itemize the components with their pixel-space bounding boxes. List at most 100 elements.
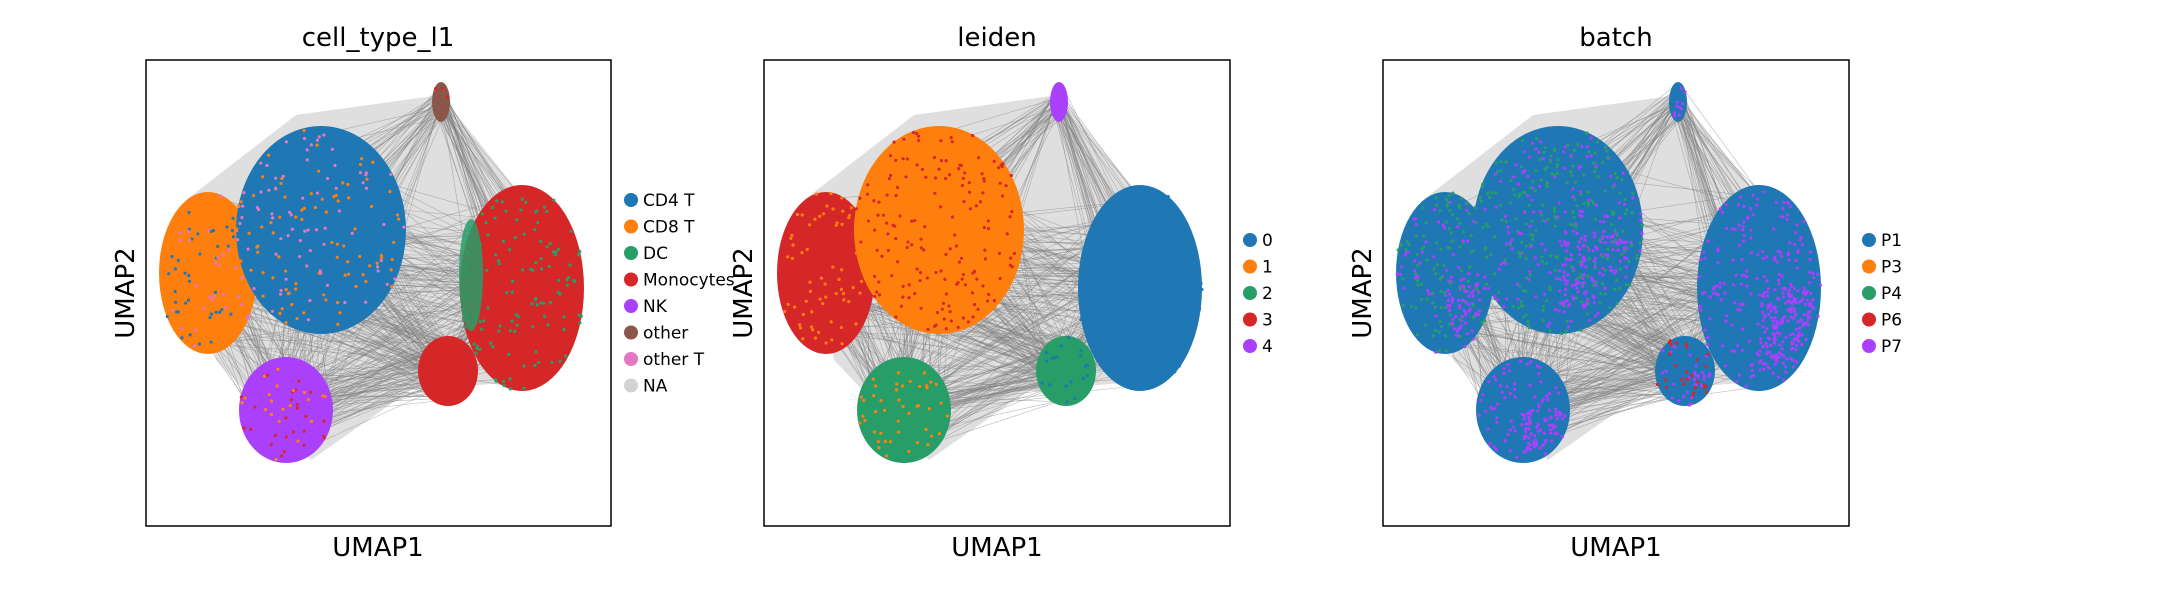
cell-point — [1519, 359, 1523, 363]
cell-point — [1500, 218, 1504, 222]
cell-point — [1786, 291, 1790, 295]
cell-point — [1435, 241, 1439, 245]
cell-point — [442, 360, 446, 364]
cell-point — [1723, 291, 1727, 295]
cell-point — [239, 200, 243, 204]
cell-point — [350, 231, 354, 235]
cell-point — [1424, 240, 1428, 244]
cell-point — [915, 267, 919, 271]
legend-label: P6 — [1881, 311, 1902, 331]
cell-point — [884, 454, 889, 458]
cell-point — [1790, 293, 1794, 297]
cell-point — [480, 212, 485, 216]
cell-point — [1741, 225, 1745, 229]
cell-point — [1532, 210, 1536, 214]
cell-point — [433, 373, 438, 378]
cell-point — [884, 221, 889, 225]
cell-point — [547, 264, 551, 269]
cell-point — [972, 302, 977, 307]
cell-point — [940, 307, 944, 311]
cell-point — [282, 450, 286, 454]
cell-point — [1639, 218, 1643, 222]
cell-point — [1561, 150, 1565, 154]
cell-point — [1667, 340, 1671, 345]
cell-point — [1591, 294, 1595, 298]
cell-point — [872, 199, 876, 203]
cell-point — [1593, 264, 1597, 268]
cell-point — [284, 416, 288, 420]
cell-point — [255, 205, 259, 210]
cell-point — [927, 407, 931, 411]
cell-point — [1448, 313, 1452, 317]
cell-point — [1558, 289, 1562, 293]
cell-point — [957, 260, 962, 264]
cell-point — [1413, 276, 1417, 280]
cell-point — [1545, 299, 1549, 303]
cell-point — [830, 338, 834, 342]
cell-point — [1539, 380, 1543, 384]
graph-edge — [822, 324, 1051, 380]
cell-point — [1485, 255, 1489, 259]
cell-point — [1547, 321, 1552, 325]
cell-point — [341, 181, 345, 185]
cell-point — [449, 352, 453, 356]
cell-point — [1745, 274, 1749, 279]
cell-point — [904, 175, 908, 179]
cell-point — [1776, 296, 1780, 301]
cell-point — [1099, 208, 1104, 212]
cell-point — [1447, 309, 1451, 313]
cell-point — [1589, 154, 1594, 158]
cell-point — [1527, 436, 1531, 440]
cell-point — [273, 433, 278, 438]
cell-point — [1494, 378, 1498, 382]
cell-point — [1520, 423, 1524, 427]
cell-point — [1737, 223, 1741, 227]
cell-point — [854, 207, 859, 211]
cell-point — [1066, 335, 1071, 339]
cell-point — [949, 319, 953, 323]
cell-point — [1459, 269, 1464, 273]
cell-point — [323, 394, 327, 398]
cell-point — [1439, 247, 1443, 251]
cell-point — [1601, 160, 1605, 165]
cell-point — [425, 361, 429, 365]
cell-point — [463, 325, 467, 329]
cell-point — [907, 411, 911, 416]
cell-point — [1538, 210, 1543, 214]
y-axis-label: UMAP2 — [111, 247, 141, 338]
cell-point — [536, 221, 540, 225]
cell-point — [1524, 429, 1528, 434]
cell-point — [1094, 341, 1098, 345]
cell-point — [1593, 235, 1597, 239]
cell-point — [209, 312, 214, 316]
cell-point — [879, 431, 883, 435]
cell-point — [1550, 172, 1554, 176]
cell-point — [1792, 299, 1796, 303]
cell-point — [306, 398, 311, 402]
cell-point — [1785, 217, 1789, 222]
cell-point — [1398, 272, 1403, 276]
cell-point — [402, 225, 406, 229]
cell-point — [1069, 380, 1073, 384]
cell-point — [1451, 252, 1456, 257]
cell-point — [1574, 225, 1578, 229]
cell-point — [915, 132, 919, 136]
cell-point — [300, 217, 304, 222]
cell-point — [1749, 292, 1753, 296]
cell-point — [1629, 240, 1633, 245]
cell-point — [1549, 431, 1553, 435]
cell-point — [894, 315, 898, 319]
cell-point — [1405, 240, 1409, 244]
cell-point — [267, 188, 271, 192]
cell-point — [440, 86, 444, 90]
cell-point — [322, 133, 326, 137]
cell-point — [284, 321, 288, 325]
cell-point — [236, 294, 241, 299]
cell-point — [1560, 331, 1564, 336]
cell-point — [1635, 253, 1639, 257]
cell-point — [287, 210, 292, 214]
cell-point — [284, 269, 288, 273]
cell-point — [1618, 216, 1622, 220]
cell-point — [553, 253, 557, 257]
cell-point — [892, 140, 896, 144]
